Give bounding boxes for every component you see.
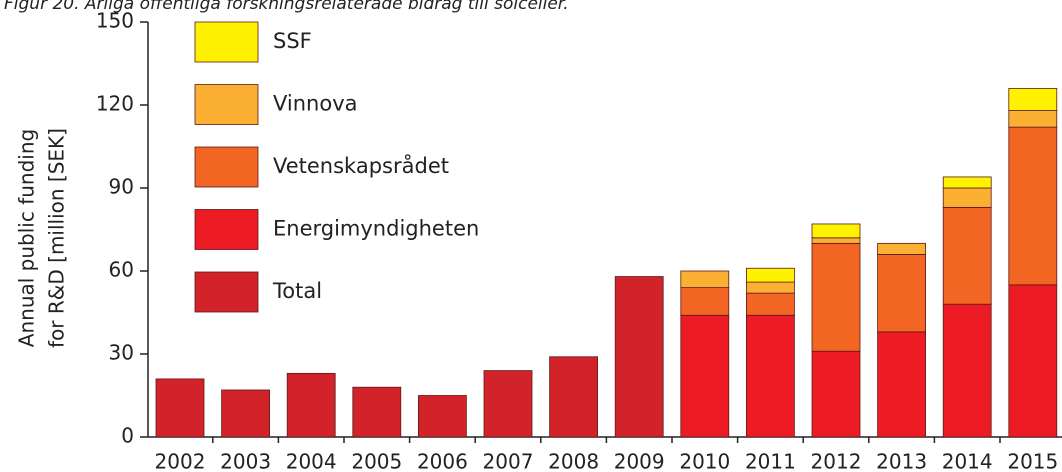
- x-tick-label: 2002: [155, 450, 206, 472]
- legend-swatch: [194, 271, 259, 313]
- bar-segment: [221, 389, 271, 438]
- bar-segment: [155, 378, 205, 438]
- legend-label: Energimyndigheten: [273, 217, 479, 241]
- bar-segment: [483, 370, 533, 438]
- y-tick-label: 90: [109, 175, 134, 199]
- bar-segment: [877, 242, 926, 255]
- bar-segment: [942, 206, 992, 305]
- x-tick-label: 2005: [351, 450, 402, 472]
- y-tick-label: 30: [109, 341, 134, 365]
- legend-swatch: [194, 209, 259, 250]
- bar-segment: [417, 395, 467, 438]
- y-tick-label: 60: [109, 258, 134, 282]
- bar-segment: [811, 350, 861, 438]
- legend-label: Vetenskapsrådet: [273, 153, 449, 178]
- bar-segment: [942, 176, 992, 189]
- y-axis-label: Annual public funding: [15, 129, 39, 347]
- bar-segment: [746, 281, 795, 294]
- bar-segment: [746, 267, 795, 283]
- bar-segment: [1008, 284, 1058, 438]
- x-tick-label: 2009: [614, 450, 665, 472]
- y-tick-label: 0: [121, 424, 134, 448]
- x-tick-label: 2004: [286, 450, 337, 472]
- y-tick-label: 120: [96, 92, 134, 116]
- x-tick-label: 2006: [417, 450, 468, 472]
- y-axis-label: for R&D [million [SEK]: [45, 128, 69, 348]
- x-tick-label: 2011: [745, 450, 796, 472]
- bar-segment: [680, 270, 730, 289]
- bar-segment: [680, 287, 730, 316]
- legend-swatch: [194, 84, 259, 125]
- bar-segment: [811, 223, 861, 239]
- legend-label: Total: [272, 279, 322, 303]
- x-tick-label: 2013: [876, 450, 927, 472]
- bar-segment: [811, 237, 861, 244]
- bar-segment: [286, 372, 336, 438]
- bar-segment: [549, 356, 598, 438]
- bar-segment: [811, 242, 861, 352]
- legend-label: Vinnova: [273, 92, 358, 116]
- bar-segment: [942, 303, 992, 438]
- bar-segment: [352, 386, 402, 438]
- bar-segment: [1008, 88, 1058, 111]
- bar-segment: [1008, 110, 1058, 128]
- bar-segment: [877, 253, 926, 333]
- x-tick-label: 2008: [548, 450, 599, 472]
- bar-segment: [680, 314, 730, 438]
- x-tick-label: 2007: [483, 450, 534, 472]
- legend-swatch: [194, 21, 259, 63]
- bar-segment: [614, 276, 664, 438]
- bar-segment: [746, 292, 795, 316]
- legend-label: SSF: [273, 29, 312, 53]
- x-tick-label: 2003: [220, 450, 271, 472]
- bar-segment: [1008, 126, 1058, 286]
- chart-title: Figur 20. Årliga offentliga forskningsre…: [4, 0, 569, 14]
- x-tick-label: 2010: [679, 450, 730, 472]
- x-tick-label: 2012: [811, 450, 862, 472]
- legend-swatch: [194, 146, 259, 188]
- bar-segment: [942, 187, 992, 208]
- y-tick-label: 150: [96, 9, 134, 33]
- x-tick-label: 2015: [1007, 450, 1058, 472]
- bar-segment: [877, 331, 926, 438]
- bar-segment: [746, 314, 795, 438]
- x-tick-label: 2014: [942, 450, 993, 472]
